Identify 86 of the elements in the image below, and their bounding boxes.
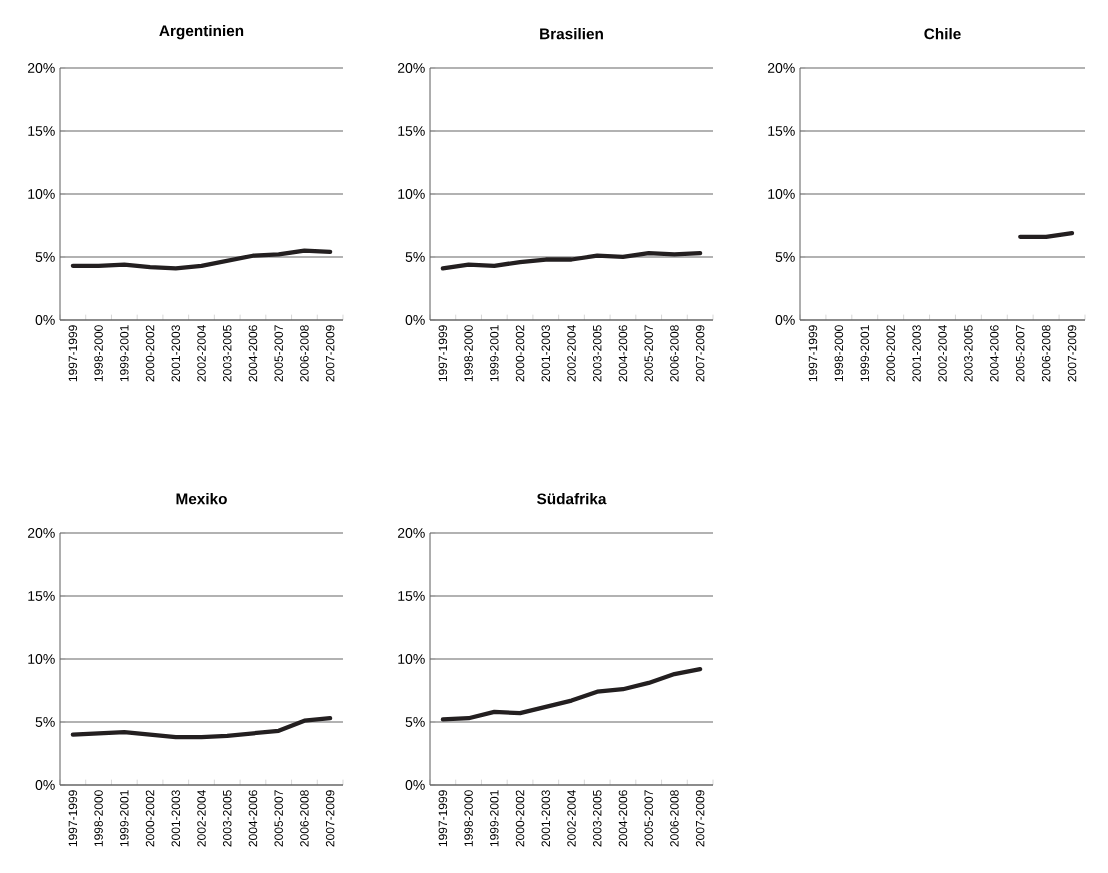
x-tick-label: 2000-2002 xyxy=(515,325,525,382)
x-tick-label: 2000-2002 xyxy=(145,325,155,382)
x-tick-label: 2005-2007 xyxy=(1015,325,1025,382)
x-tick-label: 2006-2008 xyxy=(300,325,309,382)
x-tick-label: 2005-2007 xyxy=(274,790,283,847)
y-tick-label: 15% xyxy=(28,126,55,136)
x-tick-label: 1999-2001 xyxy=(490,790,499,847)
x-tick-label: 2006-2008 xyxy=(300,790,309,847)
x-tick-label: 1999-2001 xyxy=(490,325,499,382)
x-tick-label: 2000-2002 xyxy=(886,325,895,382)
y-tick-label: 5% xyxy=(35,717,55,727)
y-tick-label: 20% xyxy=(767,63,795,73)
y-tick-label: 0% xyxy=(405,315,425,325)
y-tick-label: 5% xyxy=(775,252,795,262)
x-tick-label: 2002-2004 xyxy=(567,325,576,382)
x-tick-label: 1998-2000 xyxy=(94,325,103,382)
x-tick-label: 2001-2003 xyxy=(171,325,181,382)
x-tick-label: 2007-2009 xyxy=(325,325,335,382)
y-tick-label: 5% xyxy=(405,717,425,727)
x-tick-label: 2003-2005 xyxy=(222,790,232,847)
x-tick-label: 1998-2000 xyxy=(464,790,473,847)
chart-title: Mexiko xyxy=(176,493,227,505)
x-tick-label: 2001-2003 xyxy=(541,325,551,382)
x-tick-label: 2001-2003 xyxy=(912,325,921,382)
y-tick-label: 20% xyxy=(27,63,55,73)
x-tick-label: 1999-2001 xyxy=(120,790,129,847)
x-tick-label: 2003-2005 xyxy=(592,790,602,847)
x-tick-label: 2000-2002 xyxy=(145,790,155,847)
y-tick-label: 5% xyxy=(405,252,425,262)
y-tick-label: 0% xyxy=(35,780,55,790)
x-tick-label: 2002-2004 xyxy=(567,790,576,847)
x-tick-label: 2004-2006 xyxy=(248,325,258,382)
x-tick-label: 1999-2001 xyxy=(860,325,870,382)
x-tick-label: 1997-1999 xyxy=(68,325,78,382)
x-tick-label: 2007-2009 xyxy=(695,325,705,382)
chart-title: Argentinien xyxy=(159,24,244,40)
chart-title: Südafrika xyxy=(537,493,607,505)
x-tick-label: 2006-2008 xyxy=(670,790,679,847)
y-tick-label: 15% xyxy=(28,591,55,601)
x-tick-label: 2002-2004 xyxy=(938,325,947,382)
y-tick-label: 10% xyxy=(28,189,55,199)
x-tick-label: 1997-1999 xyxy=(808,325,818,382)
y-tick-label: 20% xyxy=(27,528,55,538)
chart-title: Chile xyxy=(924,28,961,40)
y-tick-label: 10% xyxy=(398,189,425,199)
x-tick-label: 2001-2003 xyxy=(541,790,551,847)
x-tick-label: 2006-2008 xyxy=(1041,325,1051,382)
x-tick-label: 2005-2007 xyxy=(644,790,653,847)
x-tick-label: 2000-2002 xyxy=(515,790,525,847)
x-tick-label: 2002-2004 xyxy=(197,325,206,382)
x-tick-label: 2007-2009 xyxy=(325,790,335,847)
x-tick-label: 2007-2009 xyxy=(1067,325,1077,382)
y-tick-label: 15% xyxy=(398,591,425,601)
x-tick-label: 2001-2003 xyxy=(171,790,181,847)
x-tick-label: 1998-2000 xyxy=(94,790,103,847)
x-tick-label: 1998-2000 xyxy=(834,325,844,382)
x-tick-label: 2003-2005 xyxy=(222,325,232,382)
x-tick-label: 2005-2007 xyxy=(274,325,283,382)
y-tick-label: 10% xyxy=(768,189,795,199)
y-tick-label: 0% xyxy=(405,780,425,790)
line-series xyxy=(440,251,703,271)
x-tick-label: 2005-2007 xyxy=(644,325,653,382)
x-tick-label: 1997-1999 xyxy=(438,790,448,847)
y-tick-label: 15% xyxy=(398,126,425,136)
x-tick-label: 1999-2001 xyxy=(120,325,129,382)
x-tick-label: 2003-2005 xyxy=(964,325,973,382)
x-tick-label: 2004-2006 xyxy=(990,325,999,382)
y-tick-label: 5% xyxy=(35,252,55,262)
x-tick-label: 2002-2004 xyxy=(197,790,206,847)
x-tick-label: 1997-1999 xyxy=(68,790,78,847)
x-tick-label: 1997-1999 xyxy=(438,325,448,382)
x-tick-label: 2003-2005 xyxy=(592,325,602,382)
y-tick-label: 20% xyxy=(397,528,425,538)
x-tick-label: 1998-2000 xyxy=(464,325,473,382)
x-tick-label: 2007-2009 xyxy=(695,790,705,847)
y-tick-label: 15% xyxy=(768,126,795,136)
chart-title: Brasilien xyxy=(540,28,603,40)
y-tick-label: 10% xyxy=(28,654,55,664)
x-tick-label: 2004-2006 xyxy=(248,790,258,847)
x-tick-label: 2006-2008 xyxy=(670,325,679,382)
x-tick-label: 2004-2006 xyxy=(618,325,628,382)
y-tick-label: 10% xyxy=(398,654,425,664)
y-tick-label: 0% xyxy=(35,315,55,325)
x-tick-label: 2004-2006 xyxy=(618,790,628,847)
y-tick-label: 0% xyxy=(775,315,795,325)
y-tick-label: 20% xyxy=(397,63,425,73)
